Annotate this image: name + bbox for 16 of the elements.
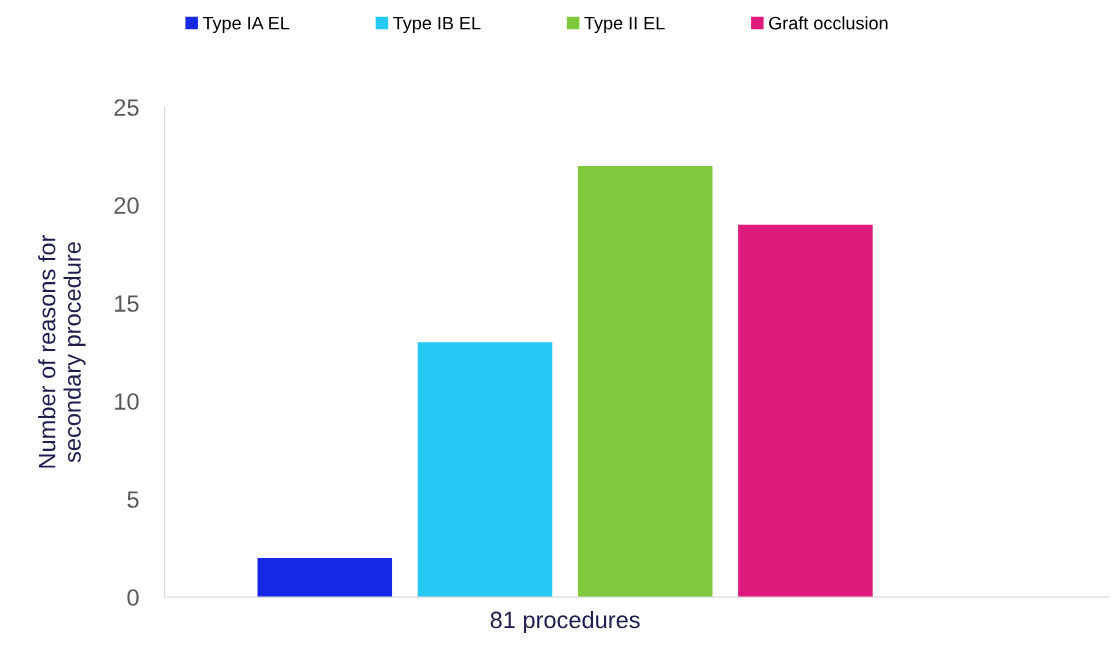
x-tick-label: 81 procedures	[490, 610, 640, 633]
bar	[738, 224, 873, 598]
bar	[417, 342, 553, 598]
legend-label: Type IA EL	[202, 16, 290, 34]
legend-label: Type IB EL	[393, 16, 481, 34]
y-axis-title: Number of reasons for secondary procedure	[38, 235, 86, 468]
legend-label: Graft occlusion	[769, 16, 888, 30]
y-tick-label: 25	[114, 99, 139, 116]
y-tick-label: 0	[127, 589, 139, 606]
bar	[257, 557, 393, 598]
y-tick-label: 10	[115, 393, 139, 410]
bar	[577, 165, 713, 598]
y-tick-label: 15	[115, 295, 139, 312]
y-tick-label: 20	[114, 197, 139, 214]
legend-label: Type II EL	[584, 16, 665, 34]
y-tick-label: 5	[127, 491, 139, 508]
